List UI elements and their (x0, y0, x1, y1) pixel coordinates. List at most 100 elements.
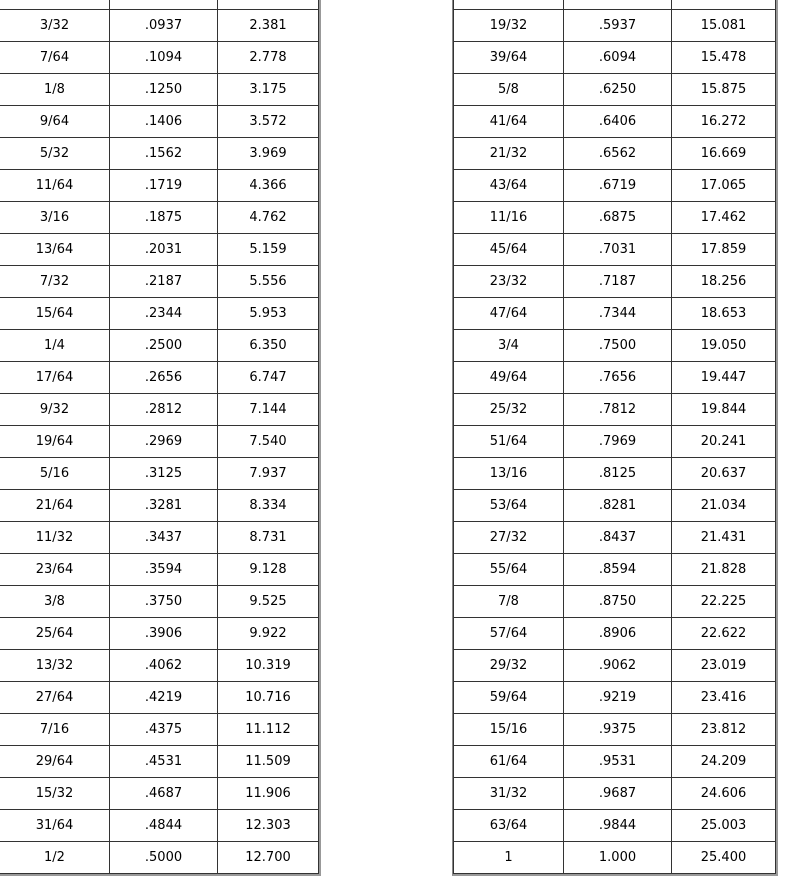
decimal-inch-cell: .8281 (564, 490, 672, 522)
millimeter-cell: 20.637 (672, 458, 776, 490)
decimal-inch-cell: .4219 (110, 682, 218, 714)
millimeter-cell: 15.081 (672, 10, 776, 42)
fraction-cell: 39/64 (453, 42, 564, 74)
table-row: 1 1.000 25.400 (453, 842, 776, 874)
fraction-cell: 53/64 (453, 490, 564, 522)
table-row: 51/64.7969 20.241 (453, 426, 776, 458)
table-row: 11/32.3437 8.731 (0, 522, 319, 554)
fraction-cell: 15/32 (0, 778, 110, 810)
millimeter-cell: 6.350 (218, 330, 319, 362)
table-row: 49/64.7656 19.447 (453, 362, 776, 394)
fraction-cell: 51/64 (453, 426, 564, 458)
millimeter-cell: 5.953 (218, 298, 319, 330)
decimal-inch-cell: .3906 (110, 618, 218, 650)
millimeter-cell: 19.447 (672, 362, 776, 394)
decimal-inch-cell: .2812 (110, 394, 218, 426)
table-row: 1/4.2500 6.350 (0, 330, 319, 362)
fraction-cell: 49/64 (453, 362, 564, 394)
decimal-inch-cell: .8906 (564, 618, 672, 650)
fraction-cell: 11/64 (0, 170, 110, 202)
fraction-cell: 21/64 (0, 490, 110, 522)
fraction-cell: 3/32 (0, 10, 110, 42)
table-row: 45/64.7031 17.859 (453, 234, 776, 266)
table-row: 1/2.5000 12.700 (0, 842, 319, 874)
decimal-inch-cell: .2031 (110, 234, 218, 266)
fraction-cell: 45/64 (453, 234, 564, 266)
millimeter-cell: 21.431 (672, 522, 776, 554)
decimal-inch-cell: .9062 (564, 650, 672, 682)
millimeter-cell: 20.241 (672, 426, 776, 458)
millimeter-cell: 16.669 (672, 138, 776, 170)
decimal-inch-cell: .9219 (564, 682, 672, 714)
millimeter-cell: 7.937 (218, 458, 319, 490)
decimal-inch-cell: .2187 (110, 266, 218, 298)
fraction-cell: 1 (453, 842, 564, 874)
millimeter-cell: 9.128 (218, 554, 319, 586)
decimal-inch-cell: .6406 (564, 106, 672, 138)
decimal-inch-cell: .6250 (564, 74, 672, 106)
millimeter-cell: 4.762 (218, 202, 319, 234)
millimeter-cell: 15.478 (672, 42, 776, 74)
decimal-inch-cell: .9844 (564, 810, 672, 842)
table-row: 7/16.4375 11.112 (0, 714, 319, 746)
table-row: 13/16.8125 20.637 (453, 458, 776, 490)
table-row: 7/64.1094 2.778 (0, 42, 319, 74)
decimal-inch-cell: .0937 (110, 10, 218, 42)
decimal-inch-cell: .1094 (110, 42, 218, 74)
decimal-inch-cell: .3750 (110, 586, 218, 618)
fraction-cell: 25/64 (0, 618, 110, 650)
table-row: 7/8.8750 22.225 (453, 586, 776, 618)
fraction-cell: 1/4 (0, 330, 110, 362)
fraction-cell: 1/8 (0, 74, 110, 106)
fraction-cell: 11/16 (453, 202, 564, 234)
millimeter-cell: 5.556 (218, 266, 319, 298)
conversion-table-left: 3/32.0937 2.381 7/64.1094 2.778 1/8.1250 3.17… (0, 0, 321, 876)
table-row: 57/64.8906 22.622 (453, 618, 776, 650)
millimeter-cell: 17.065 (672, 170, 776, 202)
table-row: 55/64.8594 21.828 (453, 554, 776, 586)
table-row: 19/64.2969 7.540 (0, 426, 319, 458)
decimal-inch-cell: .4687 (110, 778, 218, 810)
table-row: 31/64.4844 12.303 (0, 810, 319, 842)
table-row: 9/32.2812 7.144 (0, 394, 319, 426)
millimeter-cell: 9.922 (218, 618, 319, 650)
table-row: 3/4.7500 19.050 (453, 330, 776, 362)
decimal-inch-cell: .5000 (110, 842, 218, 874)
millimeter-cell: 24.209 (672, 746, 776, 778)
table-row: 3/32.0937 2.381 (0, 10, 319, 42)
decimal-inch-cell: 1.000 (564, 842, 672, 874)
decimal-inch-cell: .8750 (564, 586, 672, 618)
decimal-inch-cell: .4375 (110, 714, 218, 746)
fraction-cell: 7/16 (0, 714, 110, 746)
fraction-cell: 23/32 (453, 266, 564, 298)
millimeter-cell: 4.366 (218, 170, 319, 202)
fraction-cell: 43/64 (453, 170, 564, 202)
decimal-inch-cell: .3125 (110, 458, 218, 490)
fraction-cell: 3/16 (0, 202, 110, 234)
decimal-inch-cell: .7187 (564, 266, 672, 298)
fraction-cell: 59/64 (453, 682, 564, 714)
fraction-cell: 19/32 (453, 10, 564, 42)
millimeter-cell: 5.159 (218, 234, 319, 266)
fraction-cell: 61/64 (453, 746, 564, 778)
fraction-cell: 27/32 (453, 522, 564, 554)
decimal-inch-cell: .7031 (564, 234, 672, 266)
fraction-cell: 5/16 (0, 458, 110, 490)
fraction-cell: 5/8 (453, 74, 564, 106)
fraction-cell: 7/64 (0, 42, 110, 74)
decimal-inch-cell: .9687 (564, 778, 672, 810)
millimeter-cell: 19.844 (672, 394, 776, 426)
decimal-inch-cell: .6719 (564, 170, 672, 202)
decimal-inch-cell: .4844 (110, 810, 218, 842)
decimal-inch-cell: .3437 (110, 522, 218, 554)
millimeter-cell: 10.716 (218, 682, 319, 714)
fraction-cell: 29/64 (0, 746, 110, 778)
table-row: 23/32.7187 18.256 (453, 266, 776, 298)
millimeter-cell: 18.256 (672, 266, 776, 298)
fraction-cell: 57/64 (453, 618, 564, 650)
decimal-inch-cell: .1719 (110, 170, 218, 202)
fraction-cell: 29/32 (453, 650, 564, 682)
table-row: 19/32.5937 15.081 (453, 10, 776, 42)
decimal-inch-cell: .2969 (110, 426, 218, 458)
fraction-cell: 15/64 (0, 298, 110, 330)
